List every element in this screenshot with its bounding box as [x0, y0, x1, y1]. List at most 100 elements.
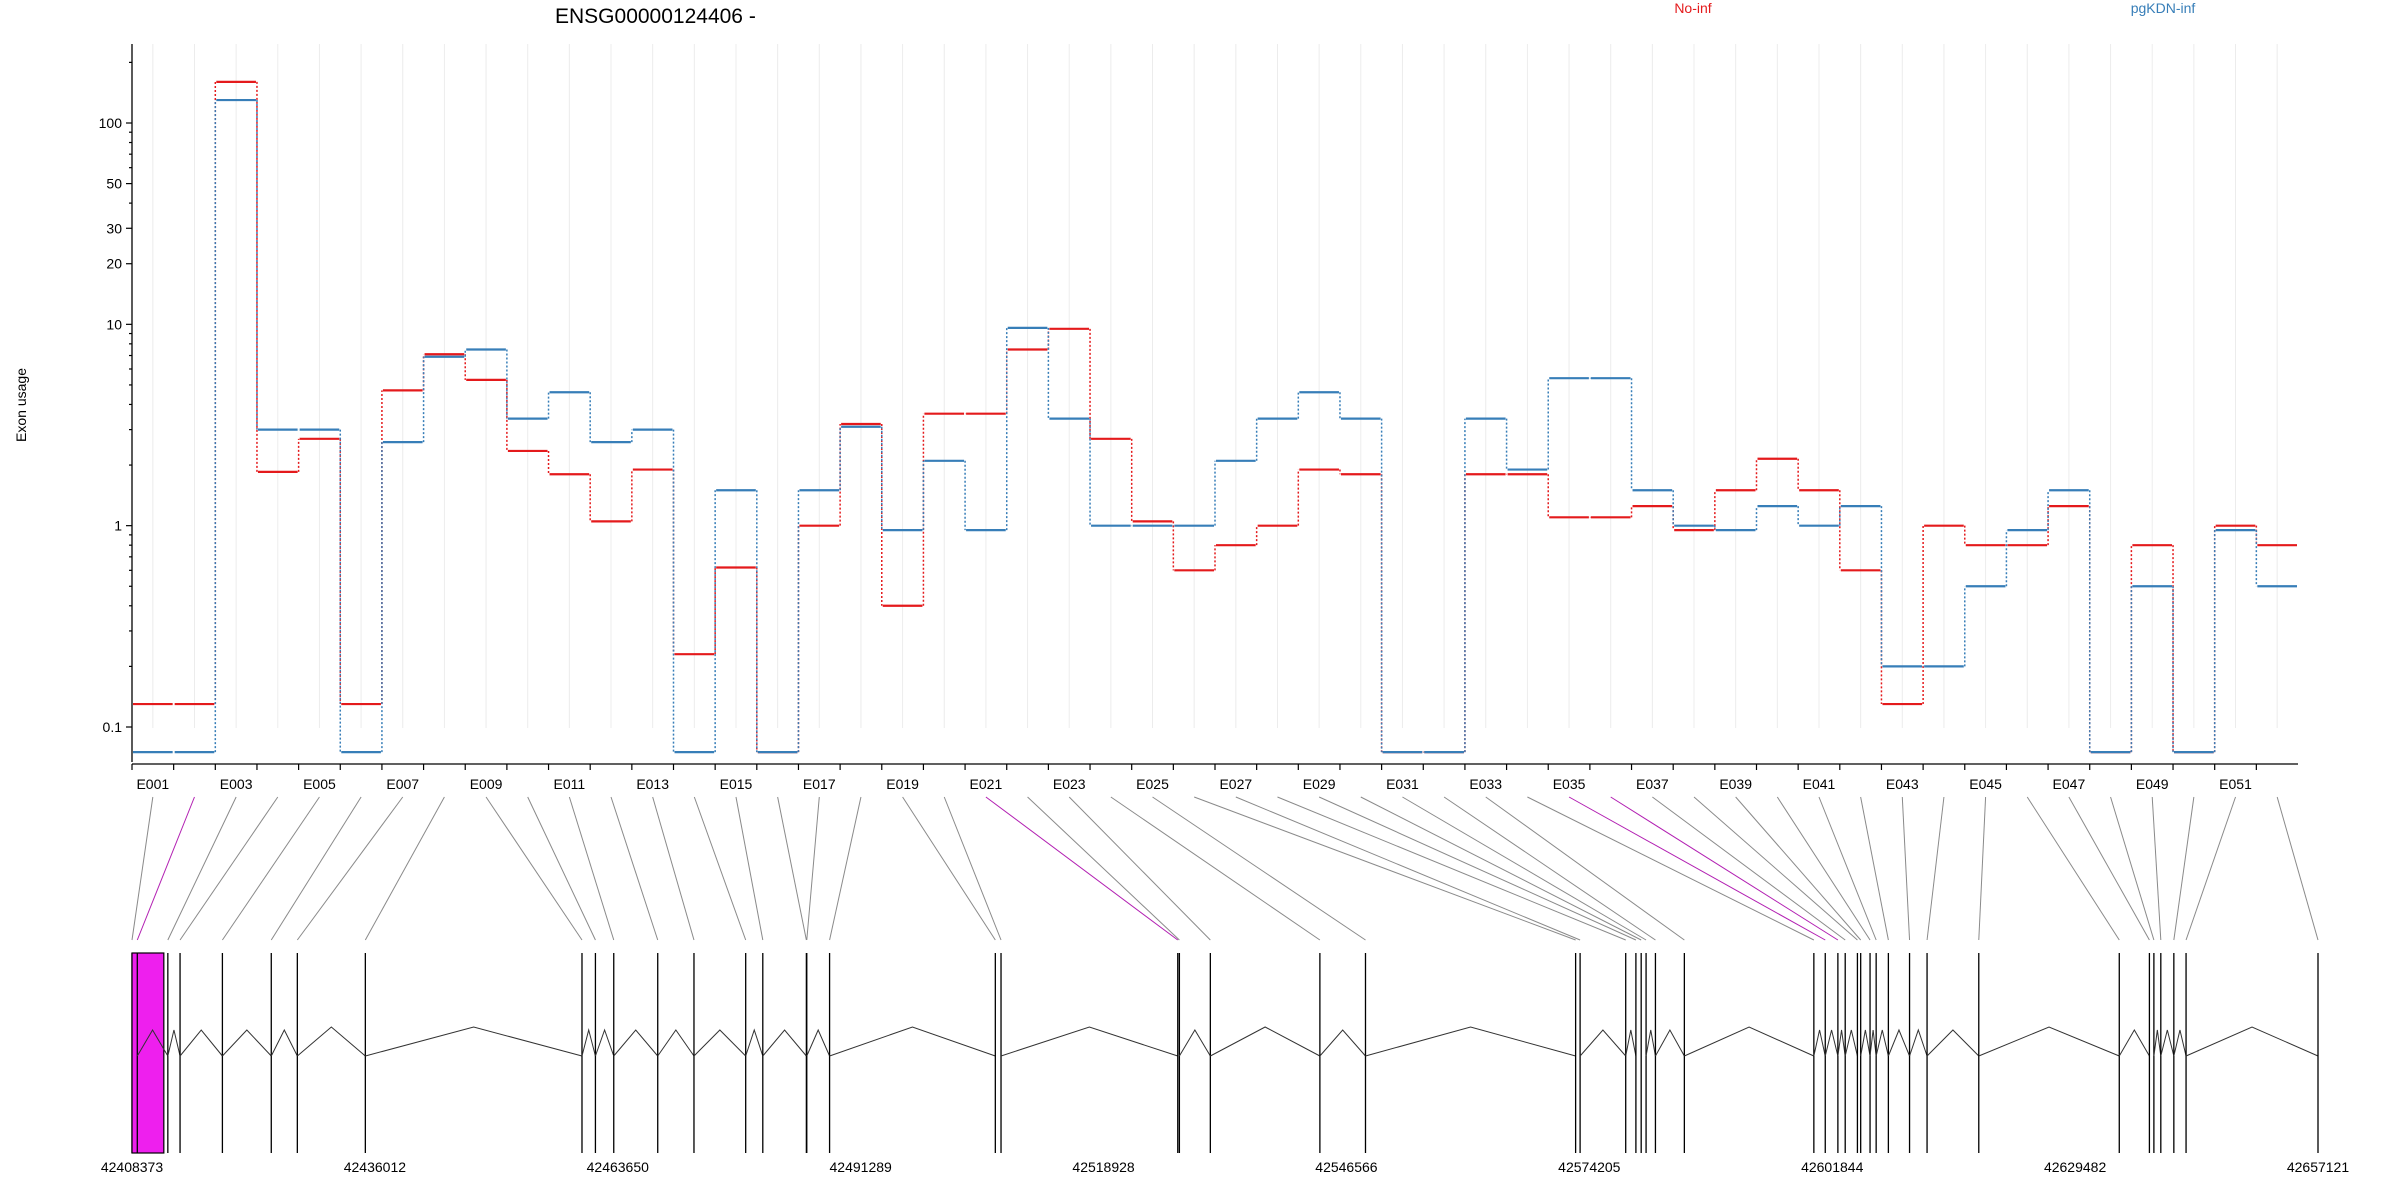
connector-e008: [364, 796, 445, 941]
intron: [1210, 1026, 1321, 1057]
series-1: [133, 98, 2297, 754]
intron: [1844, 1029, 1858, 1057]
connector-e021: [985, 796, 1179, 941]
intron: [2185, 1026, 2319, 1057]
gene-axis-tick-label: 42657121: [2287, 1159, 2350, 1175]
x-tick-label: E027: [1219, 776, 1252, 792]
connector-e015: [735, 796, 764, 941]
intron: [594, 1028, 615, 1057]
connector-e024: [1110, 796, 1321, 941]
connector-e005: [221, 796, 320, 941]
intron: [657, 1029, 695, 1057]
intron: [1978, 1026, 2120, 1057]
x-tick-label: E037: [1636, 776, 1669, 792]
connector-e010: [527, 796, 596, 941]
intron: [1813, 1029, 1826, 1057]
intron: [1365, 1026, 1576, 1057]
y-tick-label: 0.1: [103, 719, 123, 735]
y-axis-label: Exon usage: [13, 368, 29, 442]
x-tick-label: E051: [2219, 776, 2252, 792]
intron: [270, 1028, 298, 1057]
connector-e040: [1776, 796, 1871, 941]
x-tick-label: E031: [1386, 776, 1419, 792]
gene-axis-tick-label: 42574205: [1558, 1159, 1621, 1175]
legend-item: pgKDN-inf: [2131, 0, 2196, 16]
intron: [297, 1026, 366, 1057]
intron: [1655, 1028, 1685, 1057]
connector-e013: [652, 796, 695, 941]
connector-e011: [568, 796, 615, 941]
y-tick-label: 1: [114, 518, 122, 534]
connector-e035: [1568, 796, 1826, 941]
connector-e007: [296, 796, 404, 941]
gene-axis-tick-label: 42436012: [344, 1159, 407, 1175]
connector-e026: [1193, 796, 1576, 941]
intron: [2173, 1029, 2187, 1057]
x-tick-label: E043: [1886, 776, 1919, 792]
connector-e006: [270, 796, 362, 941]
intron: [1579, 1029, 1627, 1057]
intron: [1860, 1029, 1871, 1057]
connector-e038: [1693, 796, 1858, 941]
intron: [2160, 1029, 2175, 1057]
intron: [762, 1029, 807, 1057]
x-tick-label: E019: [886, 776, 919, 792]
connector-e047: [2068, 796, 2150, 941]
intron: [1178, 1029, 1211, 1057]
y-tick-label: 20: [106, 256, 122, 272]
intron: [745, 1028, 764, 1057]
connector-e052: [2276, 796, 2319, 941]
x-tick-label: E005: [303, 776, 336, 792]
connector-e025: [1152, 796, 1366, 941]
intron: [1887, 1028, 1911, 1057]
gene-axis-tick-label: 42408373: [101, 1159, 164, 1175]
chart-title: ENSG00000124406 -: [555, 5, 756, 28]
series-0: [133, 80, 2297, 754]
x-tick-label: E013: [636, 776, 669, 792]
x-axis: E001 E003 E005 E007 E009 E011 E013 E015 E017 E019…: [131, 763, 2298, 792]
connector-e036: [1610, 796, 1839, 941]
y-tick-label: 10: [106, 316, 122, 332]
intron: [2118, 1029, 2150, 1057]
x-tick-label: E035: [1553, 776, 1586, 792]
connector-e039: [1735, 796, 1862, 941]
connector-e003: [167, 796, 237, 941]
intron: [179, 1029, 223, 1057]
connector-e009: [485, 796, 583, 941]
intron: [1000, 1026, 1178, 1057]
intron: [1645, 1029, 1656, 1057]
x-tick-label: E007: [386, 776, 419, 792]
x-tick-label: E049: [2136, 776, 2169, 792]
y-axis: 0.1 1 10 20 30 50 100: [99, 44, 133, 762]
connector-e030: [1360, 796, 1642, 941]
intron: [167, 1029, 181, 1057]
connector-e028: [1277, 796, 1626, 941]
connector-e042: [1860, 796, 1889, 941]
connector-e045: [1978, 796, 1987, 941]
x-tick-label: E011: [554, 776, 586, 792]
intron: [806, 1028, 831, 1057]
connector-e019: [902, 796, 996, 941]
connector-e044: [1926, 796, 1945, 941]
intron: [1625, 1029, 1637, 1057]
x-tick-label: E021: [970, 776, 1003, 792]
connector-e018: [829, 796, 862, 941]
connector-e034: [1527, 796, 1815, 941]
y-tick-label: 50: [106, 176, 122, 192]
intron: [222, 1029, 272, 1057]
intron: [2153, 1029, 2162, 1057]
connector-e031: [1402, 796, 1647, 941]
intron: [829, 1026, 996, 1057]
intron: [613, 1029, 659, 1057]
x-tick-label: E025: [1136, 776, 1169, 792]
x-tick-label: E047: [2053, 776, 2086, 792]
x-tick-label: E003: [220, 776, 253, 792]
gene-axis-tick-label: 42463650: [587, 1159, 650, 1175]
intron: [1684, 1026, 1815, 1057]
connector-e048: [2110, 796, 2155, 941]
connector-e002: [136, 796, 195, 941]
connector-e046: [2026, 796, 2120, 941]
connector-e017: [806, 796, 820, 941]
x-tick-label: E039: [1719, 776, 1752, 792]
